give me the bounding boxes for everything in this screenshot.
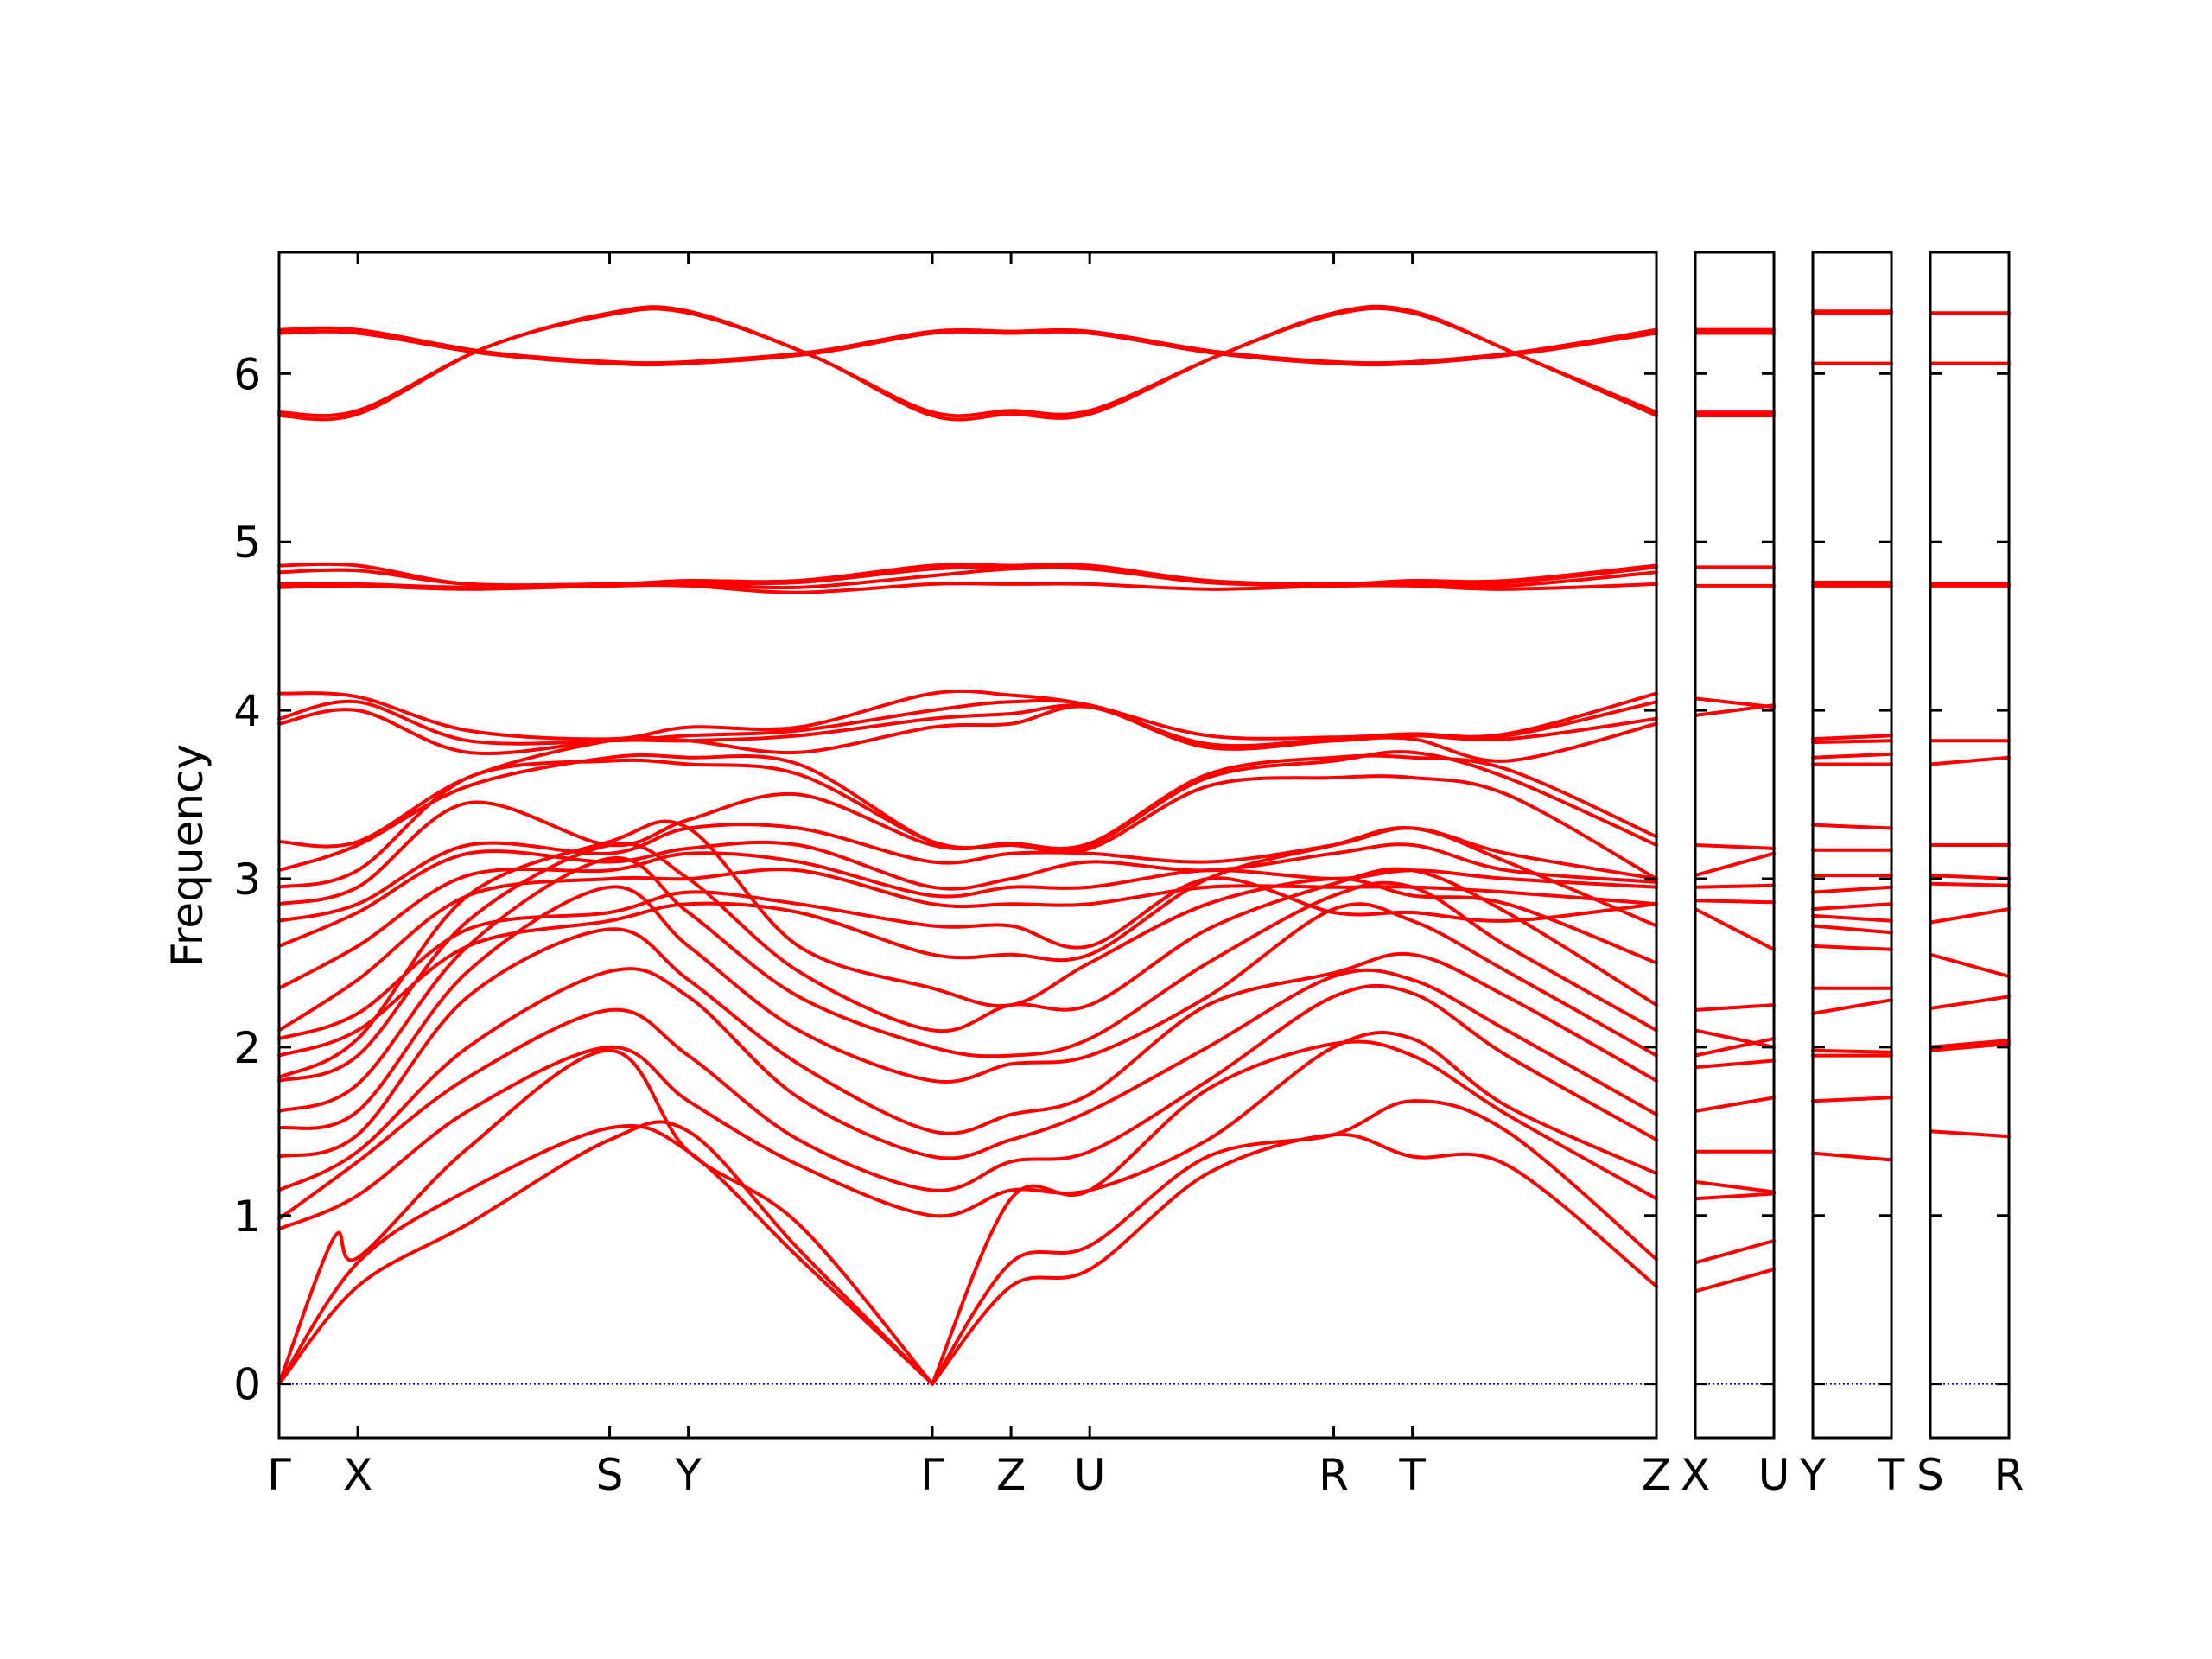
y-tick-label: 5 [233, 518, 261, 568]
band-33 [277, 304, 1658, 418]
x-tick-label: U [1758, 1450, 1790, 1500]
band-9 [1694, 1028, 1776, 1049]
band-2 [277, 1124, 934, 1386]
x-tick-label: T [1878, 1450, 1905, 1500]
y-tick-label: 1 [233, 1192, 261, 1242]
band-9 [1811, 913, 1893, 923]
band-4 [1929, 995, 2011, 1010]
band-4 [1811, 1048, 1893, 1054]
y-tick-label: 4 [233, 686, 261, 736]
band-31 [277, 562, 1658, 588]
x-tick-label: R [1994, 1450, 2024, 1500]
band-6 [1929, 907, 2011, 925]
band-5 [931, 1099, 1658, 1386]
x-tick-label: S [596, 1450, 624, 1500]
band-35 [277, 326, 1658, 365]
x-tick-label: X [343, 1450, 372, 1500]
band-1 [1694, 1268, 1776, 1294]
band-16 [277, 876, 1658, 1041]
band-10 [1811, 902, 1893, 912]
band-7 [1694, 1058, 1776, 1070]
band-18 [1811, 734, 1893, 741]
band-1 [1929, 1129, 2011, 1139]
x-tick-label: Y [674, 1450, 702, 1500]
band-10 [1929, 755, 2011, 766]
y-tick-label: 6 [233, 349, 261, 399]
band-8 [277, 983, 1658, 1221]
panel-frame [1811, 251, 1893, 1440]
band-5 [1811, 998, 1893, 1015]
band-10 [1694, 1003, 1776, 1012]
band-15 [1694, 843, 1776, 850]
band-24 [277, 704, 1658, 849]
panel-frame [1694, 251, 1776, 1440]
band-8 [1811, 924, 1893, 935]
y-axis-label: Frequency [162, 744, 213, 967]
x-tick-label: Y [1799, 1450, 1827, 1500]
y-tick-label: 3 [233, 855, 261, 905]
band-3 [1694, 1192, 1776, 1201]
panel-frame [277, 251, 1658, 1440]
band-1 [277, 1120, 934, 1386]
band-27 [277, 689, 1658, 741]
band-7 [277, 1031, 1658, 1231]
band-5 [1929, 952, 2011, 978]
band-1 [1811, 1151, 1893, 1162]
x-tick-label: S [1916, 1450, 1944, 1500]
band-13 [1694, 883, 1776, 889]
panel-frame [1929, 251, 2011, 1440]
band-20 [277, 823, 1658, 923]
band-18 [277, 851, 1658, 990]
x-tick-label: Z [1642, 1450, 1671, 1500]
x-tick-label: U [1074, 1450, 1106, 1500]
band-17 [1811, 739, 1893, 745]
band-17 [277, 868, 1658, 1033]
band-11 [1811, 885, 1893, 894]
band-4 [1694, 1179, 1776, 1194]
band-7 [1929, 881, 2011, 887]
band-2 [1811, 1096, 1893, 1103]
band-25 [277, 703, 1658, 756]
band-9 [277, 967, 1658, 1192]
x-tick-label: Z [996, 1450, 1026, 1500]
band-10 [277, 927, 1658, 1159]
band-19 [277, 840, 1658, 948]
band-14 [1694, 851, 1776, 878]
band-13 [277, 842, 1658, 1083]
band-6 [931, 1039, 1658, 1386]
band-2 [1929, 1042, 2011, 1052]
band-12 [1694, 899, 1776, 905]
band-4 [931, 1132, 1658, 1386]
x-tick-label: X [1681, 1450, 1710, 1500]
band-17 [1694, 696, 1776, 709]
y-tick-label: 0 [233, 1360, 261, 1410]
x-tick-label: Γ [920, 1450, 944, 1500]
band-11 [277, 885, 1658, 1130]
band-16 [1811, 752, 1893, 760]
band-14 [1811, 823, 1893, 830]
band-7 [1811, 944, 1893, 951]
x-tick-label: R [1319, 1450, 1349, 1500]
band-11 [1694, 907, 1776, 951]
x-tick-label: T [1398, 1450, 1426, 1500]
band-2 [1694, 1239, 1776, 1265]
x-tick-label: Γ [267, 1450, 291, 1500]
band-8 [1694, 1037, 1776, 1058]
band-23 [277, 753, 1658, 873]
band-3 [277, 1048, 934, 1386]
band-6 [1694, 1096, 1776, 1113]
y-tick-label: 2 [233, 1023, 261, 1073]
